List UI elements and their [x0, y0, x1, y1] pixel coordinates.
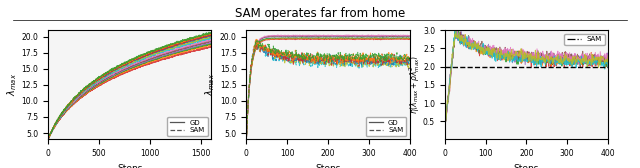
Y-axis label: $\eta(\lambda_{max} + \rho\lambda_{max}^2)$: $\eta(\lambda_{max} + \rho\lambda_{max}^… — [406, 55, 422, 114]
X-axis label: Steps: Steps — [117, 164, 142, 168]
Y-axis label: $\lambda_{max}$: $\lambda_{max}$ — [204, 73, 217, 96]
X-axis label: Steps: Steps — [316, 164, 340, 168]
Legend: GD, SAM: GD, SAM — [366, 117, 406, 136]
X-axis label: Steps: Steps — [514, 164, 539, 168]
Legend: GD, SAM: GD, SAM — [168, 117, 208, 136]
Y-axis label: $\lambda_{max}$: $\lambda_{max}$ — [5, 73, 19, 96]
Legend: SAM: SAM — [564, 34, 605, 45]
Text: SAM operates far from home: SAM operates far from home — [235, 7, 405, 20]
